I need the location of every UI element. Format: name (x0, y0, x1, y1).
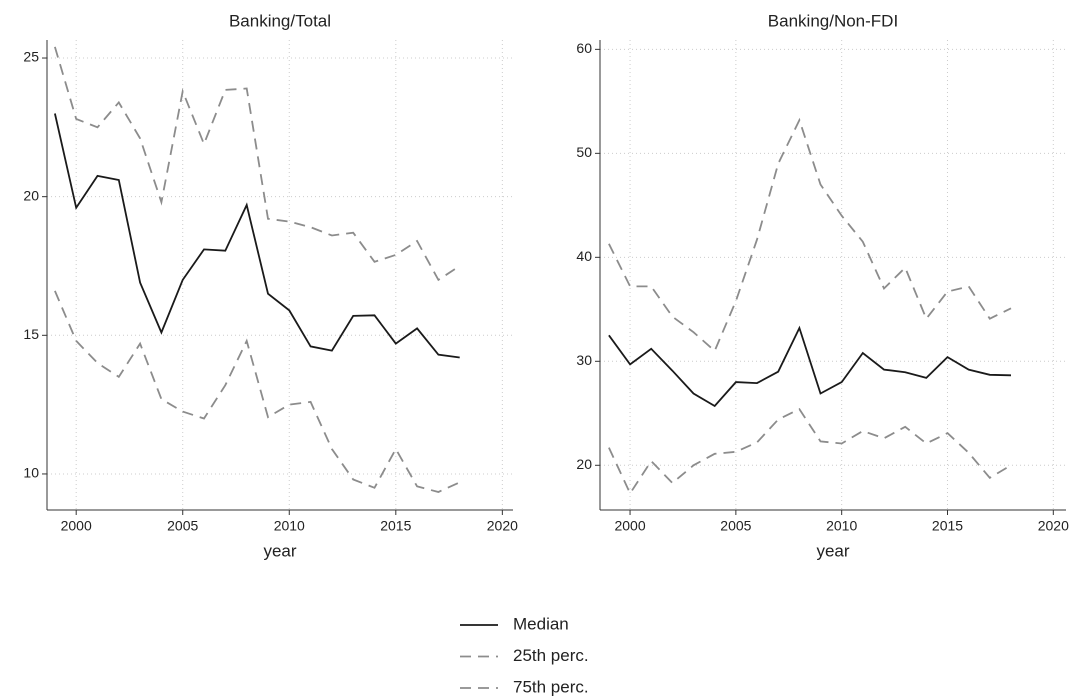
y-tick-label: 40 (576, 248, 592, 264)
y-tick-label: 10 (23, 465, 39, 481)
series-line (54, 113, 460, 359)
x-tick-label: 2000 (614, 518, 645, 534)
x-tick-label: 2005 (720, 518, 751, 534)
x-axis-label: year (816, 541, 849, 560)
legend-label: 25th perc. (513, 646, 589, 665)
x-tick-label: 2020 (1038, 518, 1069, 534)
x-tick-label: 2020 (487, 518, 518, 534)
legend-label: Median (513, 614, 569, 633)
y-tick-label: 20 (23, 187, 39, 203)
x-tick-label: 2010 (274, 518, 305, 534)
x-tick-label: 2015 (932, 518, 963, 534)
x-axis-label: year (263, 541, 296, 560)
y-tick-label: 20 (576, 456, 592, 472)
chart-title: Banking/Non-FDI (768, 11, 898, 30)
series-line (608, 407, 1012, 496)
y-tick-label: 15 (23, 326, 39, 342)
x-tick-label: 2015 (380, 518, 411, 534)
legend-label: 75th perc. (513, 677, 589, 696)
series-line (54, 46, 461, 282)
y-tick-label: 50 (576, 144, 592, 160)
chart-title: Banking/Total (229, 11, 331, 30)
series-line (54, 290, 461, 493)
x-tick-label: 2000 (61, 518, 92, 534)
x-tick-label: 2010 (826, 518, 857, 534)
y-tick-label: 60 (576, 40, 592, 56)
series-line (608, 325, 1012, 408)
series-line (608, 117, 1012, 353)
y-tick-label: 25 (23, 49, 39, 65)
y-tick-label: 30 (576, 352, 592, 368)
x-tick-label: 2005 (167, 518, 198, 534)
